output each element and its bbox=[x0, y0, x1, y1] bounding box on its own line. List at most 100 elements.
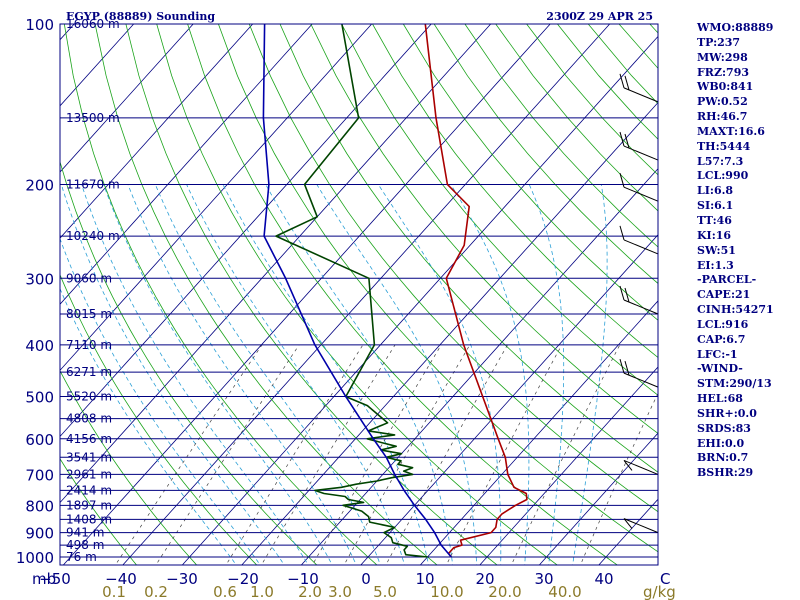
mixing-ratio-line bbox=[114, 344, 263, 565]
pressure-tick-label: 400 bbox=[25, 337, 54, 355]
pressure-unit-label: mb bbox=[32, 570, 56, 588]
isotherm-line bbox=[122, 24, 610, 565]
height-label: 8015 m bbox=[66, 307, 112, 321]
dry-adiabat-line bbox=[464, 24, 658, 248]
mixing-ratio-line bbox=[260, 344, 396, 565]
height-label: 76 m bbox=[66, 550, 97, 564]
wind-barb bbox=[619, 285, 659, 315]
dewpoint-curve bbox=[275, 24, 428, 558]
mixing-ratio-tick-label: 0.1 bbox=[102, 583, 126, 600]
moist-adiabat-line bbox=[154, 184, 381, 565]
mixing-ratio-tick-label: 20.0 bbox=[488, 583, 521, 600]
mixing-ratio-tick-label: 2.0 bbox=[298, 583, 322, 600]
pressure-tick-label: 700 bbox=[25, 466, 54, 484]
moist-adiabat-line bbox=[60, 287, 237, 565]
height-label: 2961 m bbox=[66, 467, 112, 481]
chart-time: 2300Z 29 APR 25 bbox=[546, 10, 653, 23]
index-value: RH:46.7 bbox=[697, 110, 748, 124]
mixing-ratio-tick-label: 40.0 bbox=[548, 583, 581, 600]
index-value: SHR+:0.0 bbox=[697, 406, 757, 420]
index-value: BSHR:29 bbox=[697, 466, 754, 480]
index-value: -PARCEL- bbox=[697, 273, 757, 287]
moist-adiabat-line bbox=[81, 184, 309, 565]
wind-barb bbox=[619, 173, 659, 202]
mixing-ratio-tick-label: 0.6 bbox=[213, 583, 237, 600]
height-label: 13500 m bbox=[66, 111, 120, 125]
pressure-tick-label: 100 bbox=[25, 16, 54, 34]
index-value: TH:5444 bbox=[697, 139, 751, 153]
plot-frame bbox=[59, 23, 659, 566]
mixing-ratio-tick-label: 1.0 bbox=[250, 583, 274, 600]
index-value: EHI:0.0 bbox=[697, 436, 745, 450]
mixing-ratio-tick-label: 3.0 bbox=[328, 583, 352, 600]
dry-adiabat-line bbox=[279, 24, 658, 473]
index-value: SW:51 bbox=[697, 243, 736, 257]
index-value: WB0:841 bbox=[697, 80, 754, 94]
moist-adiabat-line bbox=[186, 184, 405, 565]
moist-adiabat-line bbox=[60, 237, 261, 565]
isotherm-line bbox=[182, 35, 658, 565]
mixing-ratio-tick-label: 0.2 bbox=[144, 583, 168, 600]
height-label: 7110 m bbox=[66, 338, 112, 352]
dry-adiabat-line bbox=[218, 24, 658, 553]
dry-adiabat-line bbox=[63, 24, 378, 565]
height-label: 6271 m bbox=[66, 365, 112, 379]
sounding-indices-list: WMO:88889 TP:237 MW:298 FRZ:793 WB0:841 PW:0.… bbox=[697, 21, 800, 481]
mixing-ratio-line bbox=[155, 344, 300, 565]
temperature-tick-label: 30 bbox=[534, 570, 553, 588]
isotherm-line bbox=[60, 24, 372, 371]
isotherm-line bbox=[60, 24, 253, 239]
index-value: CAPE:21 bbox=[697, 288, 751, 302]
height-label: 941 m bbox=[66, 526, 104, 540]
moist-adiabat-line bbox=[127, 184, 357, 565]
index-value: LFC:-1 bbox=[697, 347, 738, 361]
index-value: EI:1.3 bbox=[697, 258, 734, 272]
temperature-unit-label: C bbox=[660, 570, 670, 588]
height-label: 1897 m bbox=[66, 498, 112, 512]
temperature-curve bbox=[424, 24, 528, 558]
dry-adiabat-line bbox=[60, 369, 198, 565]
temperature-tick-label: 0 bbox=[361, 570, 371, 588]
index-value: SI:6.1 bbox=[697, 199, 734, 213]
moist-adiabat-line bbox=[316, 184, 478, 565]
height-label: 11670 m bbox=[66, 177, 120, 191]
height-label: 16060 m bbox=[66, 17, 120, 31]
mixing-ratio-line bbox=[510, 344, 621, 565]
dry-adiabat-line bbox=[156, 24, 558, 565]
isotherm-line bbox=[60, 24, 194, 173]
mixing-ratio-line bbox=[580, 392, 658, 565]
height-label: 3541 m bbox=[66, 450, 112, 464]
temperature-tick-label: 20 bbox=[475, 570, 494, 588]
height-label: 498 m bbox=[66, 538, 104, 552]
index-value: CINH:54271 bbox=[697, 303, 774, 317]
index-value: L57:7.3 bbox=[697, 154, 744, 168]
dry-adiabat-line bbox=[402, 24, 658, 321]
isotherm-line bbox=[60, 24, 432, 438]
mixing-ratio-line bbox=[385, 344, 508, 565]
wind-barb bbox=[619, 73, 659, 103]
wind-barb bbox=[619, 225, 659, 255]
dry-adiabat-line bbox=[94, 24, 438, 565]
pressure-tick-label: 200 bbox=[25, 176, 54, 194]
wind-barb bbox=[623, 459, 659, 475]
pressure-tick-label: 1000 bbox=[16, 549, 54, 567]
index-value: TT:46 bbox=[697, 213, 732, 227]
moist-adiabat-line bbox=[103, 184, 333, 565]
pressure-tick-label: 600 bbox=[25, 431, 54, 449]
index-value: FRZ:793 bbox=[697, 65, 750, 79]
mixing-ratio-line bbox=[445, 344, 563, 565]
temperature-tick-label: −40 bbox=[105, 570, 137, 588]
height-label: 4156 m bbox=[66, 432, 112, 446]
dry-adiabat-line bbox=[372, 24, 658, 359]
dry-adiabat-line bbox=[310, 24, 658, 434]
temperature-tick-label: −20 bbox=[227, 570, 259, 588]
pressure-tick-label: 500 bbox=[25, 389, 54, 407]
index-value: LCL:990 bbox=[697, 169, 749, 183]
height-label: 5520 m bbox=[66, 390, 112, 404]
temperature-tick-label: −50 bbox=[39, 570, 71, 588]
temperature-tick-label: −30 bbox=[166, 570, 198, 588]
pressure-tick-label: 300 bbox=[25, 270, 54, 288]
index-value: WMO:88889 bbox=[697, 21, 774, 34]
wind-barb bbox=[623, 518, 659, 534]
height-label: 10240 m bbox=[66, 229, 120, 243]
